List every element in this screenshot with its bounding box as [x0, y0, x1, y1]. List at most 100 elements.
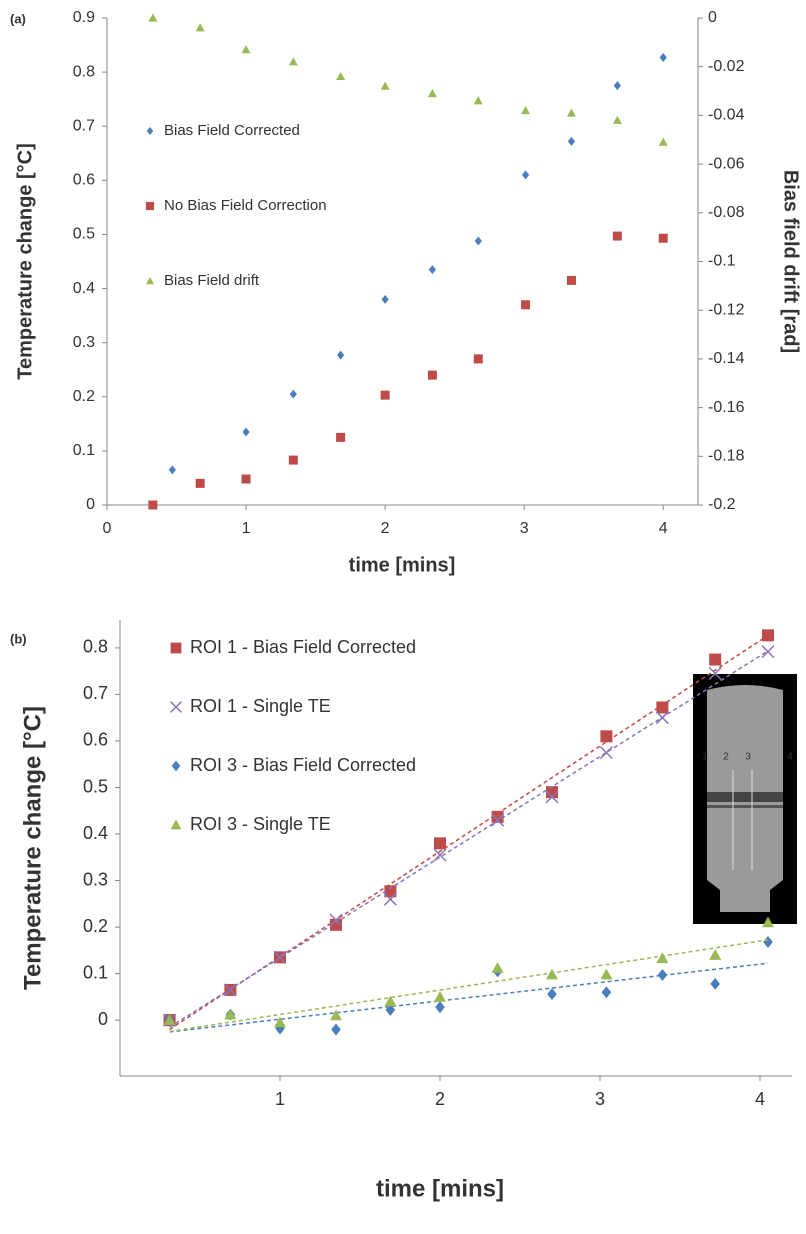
data-point: [566, 275, 576, 285]
data-point: [331, 1023, 341, 1036]
y-tick-label: 0: [98, 1009, 108, 1029]
y-tick-label: 0: [86, 496, 95, 513]
y2-tick-label: -0.16: [708, 399, 745, 416]
data-point: [657, 969, 668, 982]
data-point: [163, 1014, 176, 1025]
y-axis-title: Temperature change [°C]: [14, 143, 36, 380]
data-point: [274, 1016, 286, 1028]
data-point: [762, 916, 774, 928]
data-point: [289, 389, 297, 399]
y-tick-label: 0.4: [83, 823, 108, 843]
data-point: [659, 53, 667, 63]
y-tick-label: 0.3: [83, 869, 108, 889]
legend-marker: [170, 819, 182, 830]
data-point: [708, 666, 722, 681]
y-tick-label: 0.5: [83, 776, 108, 796]
data-point: [433, 848, 447, 862]
data-point: [148, 500, 158, 510]
data-point: [168, 465, 176, 475]
data-point: [384, 885, 397, 898]
data-point: [148, 13, 158, 22]
data-point: [241, 474, 251, 484]
panel-label: (b): [10, 631, 27, 646]
data-point: [383, 892, 397, 906]
y-tick-label: 0.7: [73, 117, 95, 134]
legend-marker: [145, 276, 155, 285]
data-point: [336, 432, 346, 442]
data-point: [612, 231, 622, 241]
data-point: [547, 988, 557, 1001]
data-point: [473, 96, 483, 105]
data-point: [491, 810, 504, 823]
data-point: [380, 81, 390, 90]
data-point: [427, 88, 437, 98]
y-tick-label: 0.2: [83, 916, 108, 936]
x-tick-label: 1: [275, 1089, 285, 1109]
legend-label: ROI 1 - Bias Field Corrected: [190, 637, 416, 657]
data-point: [658, 233, 668, 243]
data-point: [709, 653, 722, 666]
legend-label: ROI 1 - Single TE: [190, 696, 331, 716]
data-point: [224, 1008, 237, 1020]
x-tick-label: 4: [755, 1089, 765, 1109]
trendline: [169, 962, 769, 1033]
legend-marker: [170, 642, 182, 654]
data-point: [709, 949, 722, 960]
y-tick-label: 0.1: [83, 962, 108, 982]
data-point: [381, 294, 389, 304]
x-tick-label: 3: [595, 1089, 605, 1109]
y2-tick-label: -0.1: [708, 253, 736, 270]
data-point: [566, 108, 576, 117]
data-point: [521, 106, 531, 115]
data-point: [195, 478, 205, 488]
x-axis-title: time [mins]: [349, 554, 456, 576]
data-point: [658, 137, 668, 146]
inset-image: [693, 674, 797, 924]
legend-marker: [170, 701, 182, 713]
data-point: [427, 370, 437, 380]
y2-tick-label: -0.18: [708, 448, 745, 465]
legend-marker: [171, 760, 181, 772]
y-tick-label: 0.7: [83, 683, 108, 703]
x-tick-label: 2: [381, 520, 390, 537]
y-tick-label: 0.6: [83, 730, 108, 750]
legend-marker: [146, 126, 154, 136]
y2-tick-label: -0.2: [708, 496, 736, 513]
data-point: [545, 790, 559, 804]
data-point: [288, 455, 298, 465]
legend-label: Bias Field Corrected: [164, 122, 300, 139]
data-point: [288, 57, 298, 66]
y2-tick-label: -0.08: [708, 204, 745, 221]
y-tick-label: 0.6: [73, 172, 95, 189]
legend-label: Bias Field drift: [164, 272, 260, 289]
data-point: [385, 1003, 396, 1016]
trendline: [169, 650, 769, 1028]
x-axis-title: time [mins]: [376, 1175, 504, 1202]
y2-tick-label: -0.12: [708, 301, 745, 318]
y-tick-label: 0.2: [73, 388, 95, 405]
x-tick-label: 0: [103, 520, 112, 537]
data-point: [710, 977, 720, 990]
x-tick-label: 3: [520, 520, 529, 537]
data-point: [600, 968, 613, 980]
y2-tick-label: -0.04: [708, 107, 745, 124]
data-point: [434, 837, 446, 850]
y-axis-title: Temperature change [°C]: [19, 706, 46, 990]
data-point: [195, 23, 205, 32]
legend-label: ROI 3 - Bias Field Corrected: [190, 755, 416, 775]
y2-axis-title: Bias field drift [rad]: [780, 170, 802, 353]
trendline: [169, 634, 769, 1031]
data-point: [329, 913, 343, 927]
legend-label: No Bias Field Correction: [164, 197, 327, 214]
y-tick-label: 0.9: [73, 9, 95, 26]
data-point: [473, 354, 483, 364]
data-point: [380, 390, 390, 400]
y-tick-label: 0.8: [83, 637, 108, 657]
legend-marker: [145, 201, 155, 211]
data-point: [655, 711, 669, 725]
legend-label: ROI 3 - Single TE: [190, 814, 331, 834]
x-tick-label: 1: [242, 520, 251, 537]
data-point: [761, 645, 775, 659]
data-point: [474, 236, 482, 246]
